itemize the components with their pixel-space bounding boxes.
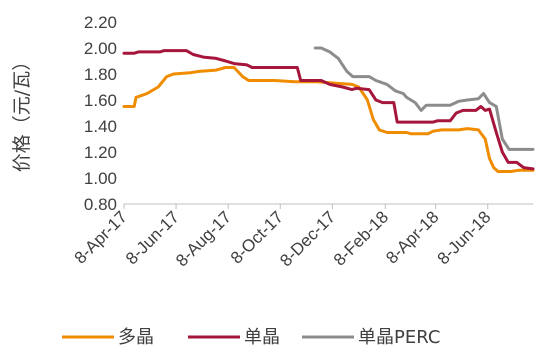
y-axis-title: 价格（元/瓦） [11,52,33,172]
x-tick-label: 8-Feb-18 [330,207,392,269]
x-tick-label: 8-Jun-18 [434,207,495,268]
y-tick-label: 1.40 [84,117,117,136]
x-tick-label: 8-Apr-17 [71,207,131,267]
y-tick-label: 2.00 [84,39,117,58]
x-tick-label: 8-Aug-17 [172,207,235,270]
y-axis: 0.80 1.00 1.20 1.40 1.60 1.80 2.00 2.20 [84,13,117,214]
legend-label: 单晶 [244,327,280,348]
legend-label: 单晶PERC [358,327,440,348]
y-tick-label: 2.20 [84,13,117,32]
x-tick-label: 8-Apr-18 [382,207,442,267]
series-line-1 [122,66,535,173]
legend-label: 多晶 [118,327,154,348]
series-line-2 [122,49,535,171]
series-line-3 [313,46,535,151]
y-tick-label: 1.80 [84,65,117,84]
x-axis: 8-Apr-178-Jun-178-Aug-178-Oct-178-Dec-17… [71,203,533,270]
x-tick-label: 8-Dec-17 [276,207,339,270]
legend: 多晶 单晶 单晶PERC [62,327,440,348]
y-tick-label: 1.60 [84,91,117,110]
series-layer [122,46,535,173]
y-tick-label: 0.80 [84,195,117,214]
y-tick-label: 1.20 [84,143,117,162]
y-tick-label: 1.00 [84,169,117,188]
